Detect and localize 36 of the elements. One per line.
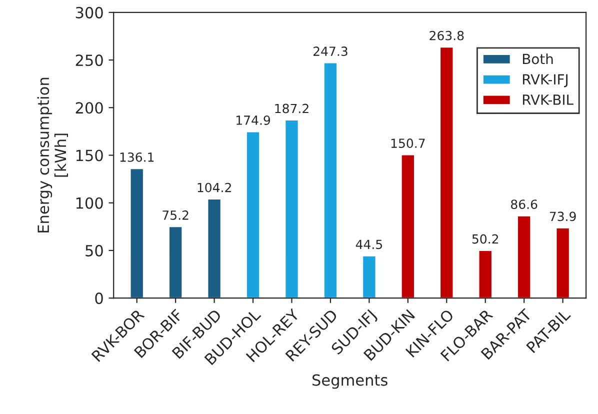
legend-label: RVK-IFJ: [522, 74, 568, 88]
bar: [322, 62, 338, 298]
bar: [555, 227, 570, 298]
bar: [129, 168, 144, 298]
data-label: 73.9: [550, 212, 576, 222]
data-label: 150.7: [391, 138, 425, 148]
data-label: 50.2: [472, 234, 498, 244]
bar: [439, 46, 454, 298]
data-label: 44.5: [356, 240, 382, 250]
bar: [284, 119, 300, 298]
data-label: 247.3: [313, 46, 348, 56]
y-tick-label: 50: [86, 244, 103, 256]
data-label: 104.2: [198, 182, 231, 192]
bar: [362, 255, 377, 298]
data-label: 86.6: [511, 200, 538, 210]
bar: [246, 130, 260, 298]
bar: [478, 250, 493, 298]
data-label: 174.9: [236, 115, 270, 125]
y-tick-label: 300: [76, 6, 103, 18]
legend-label: Both: [522, 53, 553, 64]
data-label: 263.8: [430, 30, 464, 40]
data-label: 136.1: [120, 152, 154, 162]
legend-label: RVK-BIL: [522, 94, 574, 105]
y-tick-label: 250: [76, 54, 103, 66]
bar: [168, 226, 184, 298]
y-tick-label: 200: [76, 102, 103, 114]
bar: [206, 198, 222, 298]
y-tick-label: 0: [95, 292, 103, 304]
x-axis-title: Segments: [312, 374, 388, 389]
bar: [400, 154, 416, 298]
bar: [516, 214, 532, 298]
y-axis-title: Energy consumption [kWh]: [37, 78, 68, 232]
y-tick-label: 100: [76, 197, 103, 209]
data-label: 75.2: [162, 210, 188, 220]
y-tick-label: 150: [76, 150, 103, 162]
data-label: 187.2: [275, 104, 308, 114]
